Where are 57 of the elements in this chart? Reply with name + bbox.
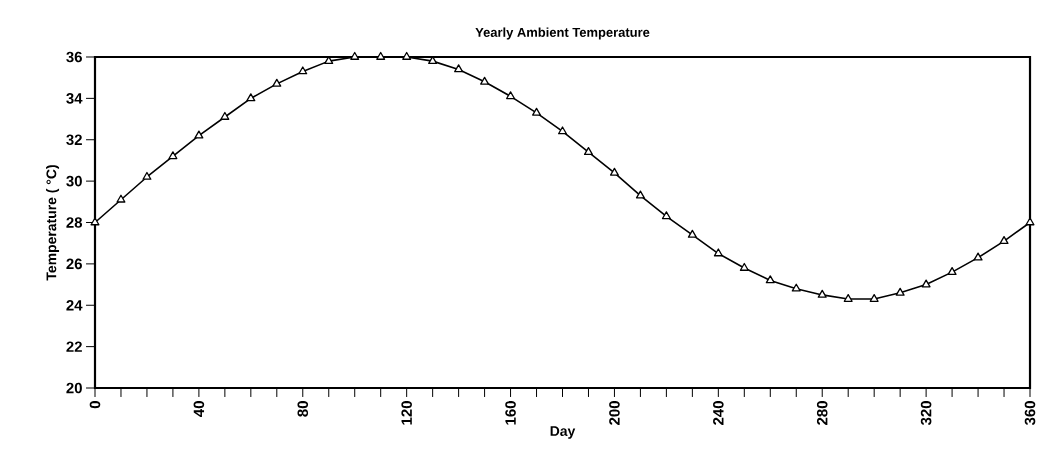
point	[480, 76, 490, 85]
point	[609, 167, 619, 176]
point	[532, 107, 542, 116]
point	[999, 235, 1009, 245]
point	[1025, 217, 1035, 226]
point	[376, 51, 386, 60]
x-tick-label: 40	[193, 401, 205, 417]
y-tick-label: 20	[66, 382, 82, 394]
x-tick-label: 120	[401, 401, 412, 425]
x-tick-label: 280	[816, 401, 828, 425]
x-tick-label: 240	[713, 401, 724, 425]
y-tick-label: 36	[66, 51, 82, 63]
point	[454, 64, 464, 73]
point	[921, 279, 931, 288]
point	[713, 248, 723, 257]
point	[947, 267, 957, 276]
x-axis-title: Day	[550, 426, 576, 439]
y-tick-label: 32	[66, 134, 82, 146]
x-tick-label: 80	[297, 401, 309, 417]
point	[272, 78, 282, 87]
point	[635, 190, 645, 199]
x-tick-label: 0	[89, 401, 101, 409]
chart-title: Yearly Ambient Temperature	[475, 27, 650, 40]
y-tick-label: 22	[66, 341, 82, 352]
y-tick-label: 24	[66, 300, 83, 311]
y-tick-label: 34	[66, 93, 83, 104]
point	[350, 51, 360, 60]
point	[506, 91, 516, 100]
point	[973, 252, 983, 261]
point	[687, 229, 697, 238]
point	[791, 283, 801, 292]
point	[843, 293, 853, 302]
point	[895, 287, 905, 296]
point	[739, 262, 749, 271]
point	[298, 66, 308, 75]
point	[583, 147, 594, 156]
point	[661, 211, 671, 220]
y-tick-label: 30	[66, 175, 82, 187]
point	[869, 293, 879, 302]
point	[142, 171, 152, 180]
point	[557, 126, 568, 135]
point	[194, 130, 204, 139]
y-tick-label: 26	[66, 258, 82, 270]
x-tick-label: 200	[609, 401, 620, 425]
x-tick-label: 320	[920, 401, 932, 426]
point	[116, 194, 126, 203]
point	[90, 217, 100, 226]
y-tick-label: 28	[66, 217, 83, 228]
point	[402, 51, 412, 60]
x-tick-label: 160	[505, 401, 516, 425]
point	[168, 151, 178, 160]
point	[765, 275, 775, 284]
y-axis-title: Temperature ( °C)	[46, 165, 60, 281]
point	[246, 93, 256, 102]
point	[817, 289, 827, 298]
point	[220, 111, 230, 120]
x-tick-label: 360	[1024, 401, 1036, 426]
